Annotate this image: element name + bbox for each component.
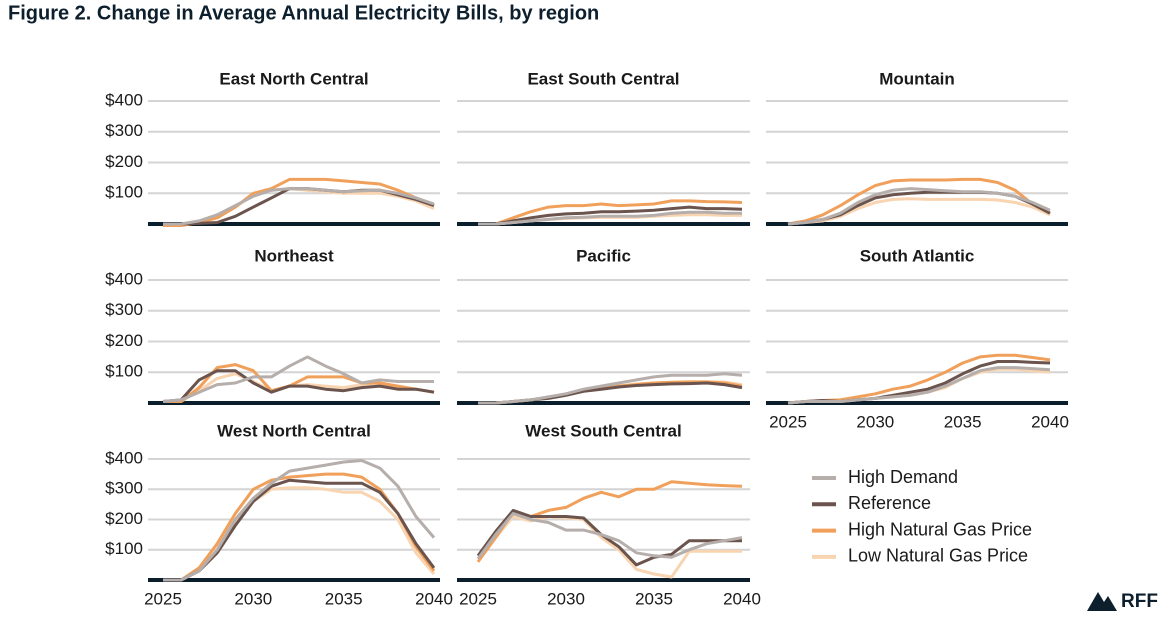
panel-title: West North Central: [217, 421, 371, 440]
logo-text: RFF: [1121, 591, 1158, 612]
x-tick-label: 2035: [944, 412, 982, 431]
figure-title: Figure 2. Change in Average Annual Elect…: [8, 2, 599, 24]
series-line: [787, 366, 1051, 405]
y-tick-label: $200: [105, 331, 143, 350]
series-line: [478, 210, 742, 226]
panel-title: East North Central: [219, 69, 368, 88]
y-tick-label: $400: [105, 90, 143, 109]
legend-label: Low Natural Gas Price: [848, 546, 1028, 566]
panel-title: Mountain: [879, 69, 955, 88]
series-line: [478, 199, 743, 226]
panel-title: West South Central: [525, 421, 681, 440]
x-tick-label: 2025: [459, 589, 497, 608]
series-line: [787, 367, 1051, 405]
panel-title: South Atlantic: [860, 246, 975, 265]
series-line: [476, 515, 742, 579]
panel-title: Pacific: [576, 246, 631, 265]
y-tick-label: $100: [105, 539, 143, 558]
series-line: [787, 177, 1051, 226]
y-tick-label: $400: [105, 269, 143, 288]
series-line: [478, 205, 743, 226]
series-line: [163, 187, 435, 226]
x-tick-label: 2035: [635, 589, 673, 608]
panel-title: Northeast: [254, 246, 334, 265]
series-line: [478, 372, 743, 405]
series-line: [163, 177, 435, 227]
series-line: [163, 459, 436, 582]
series-line: [162, 369, 435, 403]
x-tick-label: 2030: [547, 589, 585, 608]
legend-label: Reference: [848, 493, 931, 513]
series-line: [162, 355, 434, 403]
series-line: [787, 187, 1051, 226]
series-line: [163, 363, 435, 403]
y-tick-label: $400: [105, 448, 143, 467]
y-tick-label: $200: [105, 152, 143, 171]
y-tick-label: $300: [105, 300, 143, 319]
x-tick-label: 2030: [234, 589, 272, 608]
y-tick-label: $300: [105, 479, 143, 498]
x-tick-label: 2025: [769, 412, 807, 431]
x-tick-label: 2040: [415, 589, 453, 608]
x-tick-label: 2040: [1031, 412, 1069, 431]
logo: RFF: [1087, 591, 1158, 612]
legend-label: High Demand: [848, 467, 958, 487]
y-tick-label: $200: [105, 509, 143, 528]
x-tick-label: 2030: [856, 412, 894, 431]
series-line: [476, 512, 743, 560]
x-tick-label: 2040: [723, 589, 761, 608]
logo-icon: [1087, 592, 1117, 611]
panel-title: East South Central: [527, 69, 679, 88]
legend-label: High Natural Gas Price: [848, 519, 1032, 539]
x-tick-label: 2025: [144, 589, 182, 608]
series-line: [476, 508, 742, 567]
y-tick-label: $100: [105, 183, 143, 202]
y-tick-label: $100: [105, 362, 143, 381]
x-tick-label: 2035: [325, 589, 363, 608]
y-tick-label: $300: [105, 121, 143, 140]
